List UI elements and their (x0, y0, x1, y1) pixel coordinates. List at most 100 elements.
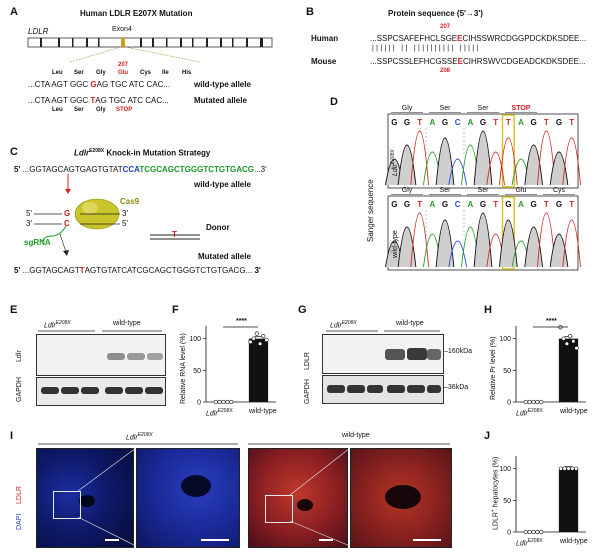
sanger-peak (410, 130, 429, 186)
sanger-base: G (531, 118, 537, 127)
mutated-allele-label: Mutated allele (198, 252, 251, 261)
sanger-codon-label: STOP (512, 105, 531, 112)
panel-c-title: LdlrE208X Knock-in Mutation Strategy (74, 148, 211, 158)
sanger-base: G (480, 200, 486, 209)
sanger-codon-label: Gly (402, 187, 413, 194)
i-group1: LdlrE208X (126, 432, 153, 442)
sanger-base: T (544, 118, 549, 127)
sanger-base: G (404, 200, 410, 209)
g-base: G (64, 209, 71, 218)
h-sig: **** (546, 318, 557, 325)
i-group-lines (38, 443, 450, 445)
j-point (527, 529, 532, 535)
human-label: Human (311, 34, 339, 43)
j-point (539, 529, 544, 535)
cas9-diagram (34, 174, 200, 256)
sanger-base: G (391, 118, 397, 127)
f-point (261, 334, 266, 339)
sanger-base: C (455, 200, 461, 209)
h-point (564, 341, 569, 346)
j-point (535, 529, 540, 535)
g-mw-160: –160kDa (444, 348, 473, 355)
h-point (568, 334, 573, 339)
j-xcat2: wild-type (560, 538, 588, 545)
h-point (539, 399, 544, 405)
sanger-peak (499, 219, 518, 268)
sanger-codon-label: Cys (553, 187, 566, 194)
g-group2: wild-type (396, 320, 424, 327)
f-point (254, 331, 259, 336)
sanger-codon-label: Ser (440, 187, 452, 194)
j-tick-label: 100 (499, 466, 511, 473)
h-point (574, 346, 579, 351)
protein-num-207: 207 (440, 24, 451, 30)
sanger-base: G (404, 118, 410, 127)
panel-g-label: G (298, 304, 307, 316)
mut-dna-seq: ...CTA AGT GGC TAG TGC ATC CAC... (28, 96, 169, 105)
i-wt-zoom (350, 448, 452, 548)
j-point (562, 466, 567, 471)
h-tick-label: 50 (503, 368, 511, 375)
panel-a-title: Human LDLR E207X Mutation (80, 9, 193, 18)
f-tick-label: 50 (193, 368, 201, 375)
sanger-peak (562, 219, 581, 268)
panel-h-label: H (484, 304, 492, 316)
j-point (523, 529, 528, 535)
sanger-codon-label: Ser (478, 105, 490, 112)
sanger-codon-label: Glu (516, 187, 527, 194)
sanger-base: G (442, 118, 448, 127)
j-tick-label: 50 (503, 498, 511, 505)
sanger-peak (448, 158, 467, 186)
sanger-peak (473, 130, 493, 186)
sanger-base: C (455, 118, 461, 127)
strand-5-bottom: 5' (122, 219, 128, 228)
panel-i-label: I (10, 430, 14, 442)
strand-3-top: 3' (122, 209, 128, 218)
sanger-base: G (442, 200, 448, 209)
sanger-peak (499, 137, 518, 186)
g-group1: LdlrE208X (330, 320, 357, 330)
f-bar (248, 338, 269, 402)
j-xcat1: LdlrE208X (516, 538, 543, 548)
sanger-codon-label: Gly (402, 105, 413, 112)
f-xcat1: LdlrE208X (206, 408, 233, 418)
g-mw-36: –36kDa (444, 384, 469, 391)
donor-label: Donor (206, 223, 230, 232)
sanger-base: G (531, 200, 537, 209)
sanger-base: A (429, 200, 435, 209)
sanger-base: A (518, 200, 524, 209)
mouse-label: Mouse (311, 57, 337, 66)
f-point (248, 339, 253, 344)
aa-number-207: 207 (118, 62, 129, 68)
wt-allele-label: wild-type allele (194, 80, 251, 89)
sanger-base: T (417, 200, 422, 209)
sanger-peak (537, 212, 556, 268)
g-group-lines (326, 330, 440, 332)
panel-e-label: E (10, 304, 18, 316)
sanger-highlight (501, 196, 515, 270)
f-sig: **** (236, 318, 247, 325)
strategy-wt-label: wild-type allele (194, 180, 251, 189)
j-bar (558, 468, 579, 532)
sanger-peak (448, 240, 467, 268)
homology-bars: | | | | | | | | | | | | | | | | | | | | … (372, 45, 479, 52)
sanger-base: T (569, 200, 574, 209)
panel-f-label: F (172, 304, 179, 316)
sanger-base: T (493, 118, 498, 127)
i-wt-overview (248, 448, 348, 548)
f-point (258, 341, 263, 346)
sanger-peak (486, 151, 505, 186)
h-tick-label: 0 (507, 400, 511, 407)
e-gapdh-blot (36, 377, 166, 406)
mouse-protein-seq: ...SSPCSSLEFHCGSSEECIHRSWVCDGEADCKDKSDEE… (370, 57, 586, 66)
j-point (558, 466, 563, 471)
e-group2: wild-type (113, 320, 141, 327)
sanger-base: G (391, 200, 397, 209)
i-ko-zoom (136, 448, 240, 548)
panel-b-title: Protein sequence (5'→3') (388, 9, 483, 18)
sanger-row-label: LdlrE208X (390, 149, 399, 176)
